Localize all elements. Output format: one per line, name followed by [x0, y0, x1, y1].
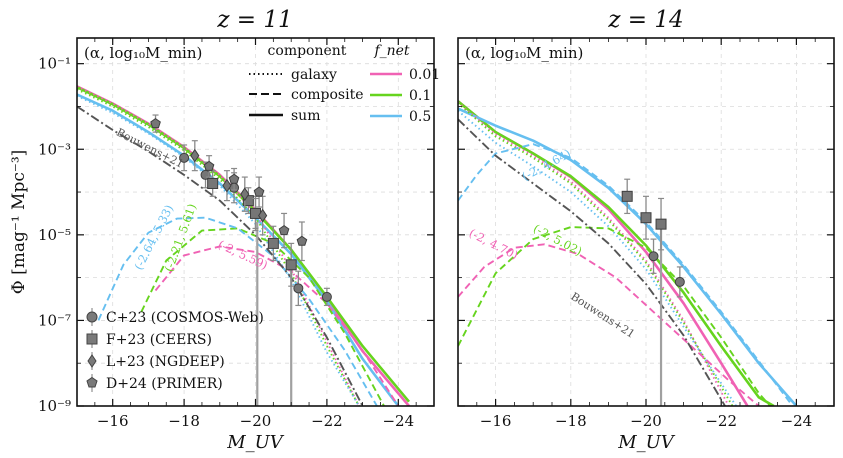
curve-annotation: (-2, 5.59) — [216, 237, 270, 272]
legend-component-galaxy: galaxy — [249, 67, 337, 83]
x-tick-label: −22 — [705, 412, 737, 430]
legend-component-composite: composite — [249, 87, 364, 103]
data-point-circle — [674, 276, 685, 287]
legend-sum-label: sum — [291, 108, 320, 124]
legend-fnet: f_net 0.01 0.1 0.5 — [370, 43, 440, 125]
data-point-square — [655, 218, 667, 230]
x-tick-label: −18 — [168, 412, 200, 430]
data-point-square — [285, 259, 297, 271]
data-point-pentagon — [228, 173, 240, 184]
legend-fnet-05-label: 0.5 — [409, 109, 431, 125]
y-tick-label: 10⁻⁹ — [38, 397, 71, 415]
data-point-pentagon — [253, 186, 265, 197]
data-point-pentagon — [296, 235, 308, 246]
series-line — [77, 93, 400, 406]
legend-fnet-001: 0.01 — [370, 67, 440, 83]
panel-z11: z = 11 Bouwens+21(-2.64, 5.33)(-2.21, 5.… — [38, 7, 435, 430]
x-tick-label: −24 — [382, 412, 414, 430]
series-line — [97, 216, 378, 406]
x-tick-label: −16 — [97, 412, 129, 430]
legend-composite-label: composite — [291, 87, 364, 103]
data-point-circle — [648, 251, 659, 262]
x-tick-label: −18 — [555, 412, 587, 430]
legend-data-primer: D+24 (PRIMER) — [86, 374, 223, 392]
series-line — [458, 101, 730, 406]
ticks-z11: −16 −18 −20 −22 −24 10⁻¹ 10⁻³ 10⁻⁵ 10⁻⁷ 10⁻⁹ — [38, 38, 435, 430]
series-z11 — [77, 85, 410, 406]
datapoints-z11 — [150, 114, 332, 406]
legend-fnet-title: f_net — [373, 43, 409, 59]
legend-component-sum: sum — [249, 108, 320, 124]
legend-fnet-001-label: 0.01 — [409, 67, 440, 83]
x-axis-label-z14: M_UV — [617, 432, 676, 453]
legend-data-cosmos: C+23 (COSMOS-Web) — [86, 308, 264, 326]
legend-ceers-label: F+23 (CEERS) — [106, 332, 212, 348]
data-point-diamond — [240, 187, 250, 202]
legend-diamond-marker — [87, 354, 97, 368]
x-tick-label: −20 — [240, 412, 272, 430]
series-line — [458, 143, 794, 406]
params-label-z11: (α, log₁₀M_min) — [84, 44, 202, 62]
x-tick-label: −24 — [781, 412, 813, 430]
data-point-square — [267, 237, 279, 249]
series-line — [458, 109, 737, 406]
data-point-circle — [293, 283, 304, 294]
y-tick-label: 10⁻⁷ — [38, 311, 71, 329]
data-point-pentagon — [278, 224, 290, 236]
data-point-circle — [179, 152, 190, 163]
legend-pentagon-marker — [86, 376, 98, 388]
data-point-diamond — [258, 208, 268, 223]
legend-data: C+23 (COSMOS-Web) F+23 (CEERS) L+23 (NGD… — [86, 308, 264, 392]
y-tick-label: 10⁻¹ — [38, 55, 71, 73]
legend-ngdeep-label: L+23 (NGDEEP) — [106, 354, 225, 370]
y-tick-label: 10⁻⁵ — [38, 226, 71, 244]
x-tick-label: −20 — [630, 412, 662, 430]
legend-galaxy-label: galaxy — [291, 67, 337, 83]
data-point-circle — [321, 291, 332, 302]
x-axis-label-z11: M_UV — [226, 432, 285, 453]
data-point-diamond — [222, 178, 232, 193]
annotations-z14: (-2, 4.64)(-2, 5.02)(-2, 4.70)Bouwens+21 — [467, 146, 637, 341]
series-line — [77, 105, 364, 406]
data-point-square — [207, 177, 219, 189]
legend-fnet-05: 0.5 — [370, 109, 431, 125]
legend-cosmos-label: C+23 (COSMOS-Web) — [106, 310, 264, 326]
datapoints-z14 — [621, 178, 685, 406]
panel-z14: z = 14 (-2, 4.64)(-2, 5.02)(-2, 4.70)Bou… — [457, 7, 835, 430]
x-tick-label: −16 — [480, 412, 512, 430]
panel-title-z11: z = 11 — [216, 7, 292, 33]
data-point-pentagon — [203, 160, 215, 171]
data-point-square — [621, 190, 633, 202]
ticks-z14: −16 −18 −20 −22 −24 — [457, 38, 835, 430]
curve-annotation: Bouwens+21 — [568, 290, 637, 341]
legend-fnet-01-label: 0.1 — [409, 88, 431, 104]
legend-primer-label: D+24 (PRIMER) — [106, 376, 223, 392]
series-line — [458, 118, 726, 406]
data-point-diamond — [190, 148, 200, 163]
params-label-z14: (α, log₁₀M_min) — [465, 44, 583, 62]
panel-title-z14: z = 14 — [607, 7, 683, 33]
series-line — [458, 100, 775, 406]
legend-data-ceers: F+23 (CEERS) — [86, 330, 212, 348]
y-axis-label: Φ [mag⁻¹ Mpc⁻³] — [9, 150, 29, 295]
legend-fnet-01: 0.1 — [370, 88, 431, 104]
data-point-square — [640, 212, 652, 224]
curve-annotation: (-2, 4.70) — [467, 226, 521, 263]
legend-circle-marker — [86, 311, 98, 323]
series-line — [458, 102, 734, 406]
y-tick-label: 10⁻³ — [38, 140, 71, 158]
legend-square-marker — [86, 333, 98, 345]
legend-component-title: component — [268, 43, 347, 59]
series-line — [458, 243, 760, 406]
x-tick-label: −22 — [311, 412, 343, 430]
legend-data-ngdeep: L+23 (NGDEEP) — [87, 352, 225, 370]
grid-z11 — [77, 38, 434, 407]
data-point-pentagon — [150, 117, 161, 129]
series-line — [154, 245, 400, 406]
legend-component: component galaxy composite sum — [249, 43, 364, 124]
